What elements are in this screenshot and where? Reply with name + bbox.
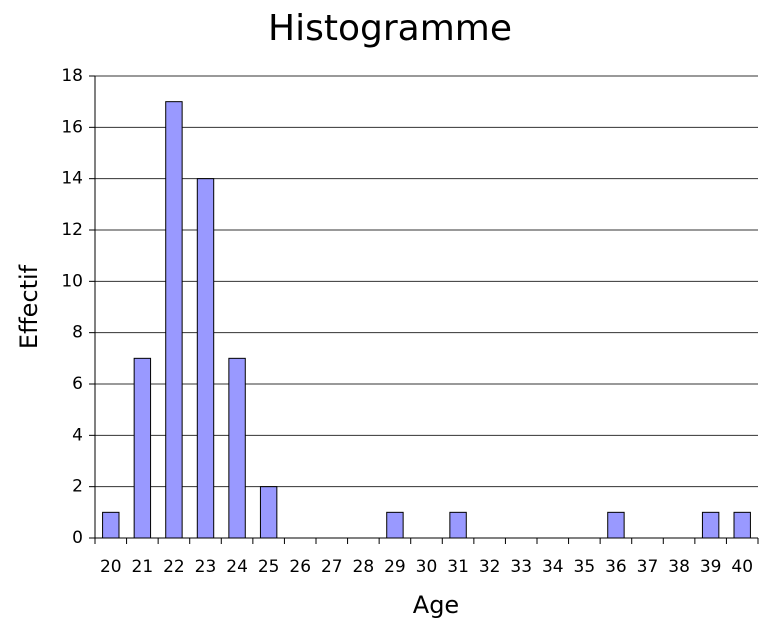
bar [701,511,720,539]
x-tick-label: 20 [100,557,122,577]
y-tick-label: 12 [61,220,83,240]
y-tick-label: 14 [61,169,83,189]
y-tick-label: 8 [72,323,83,343]
y-tick-label: 4 [72,425,83,445]
x-tick-label: 34 [542,557,564,577]
y-tick-label: 10 [61,271,83,291]
x-tick-label: 27 [321,557,343,577]
bar [607,511,625,539]
bar [259,486,278,539]
x-tick-label: 37 [637,557,659,577]
x-tick-label: 32 [479,557,501,577]
x-tick-label: 40 [731,557,753,577]
y-tick-label: 0 [72,528,83,548]
x-tick-label: 38 [668,557,690,577]
bar [449,511,467,539]
bar [133,357,152,539]
x-tick-label: 25 [258,557,280,577]
bar [196,178,215,539]
bar [733,511,751,539]
x-tick-label: 28 [353,557,375,577]
x-tick-label: 22 [163,557,185,577]
x-tick-label: 31 [447,557,469,577]
x-tick-label: 39 [700,557,722,577]
bar [165,101,183,539]
y-axis-title: Effectif [15,264,43,349]
x-tick-label: 21 [132,557,154,577]
chart-title: Histogramme [268,8,512,49]
x-tick-label: 35 [574,557,596,577]
x-tick-label: 24 [226,557,248,577]
y-tick-label: 16 [61,117,83,137]
x-tick-label: 33 [510,557,532,577]
y-tick-label: 2 [72,477,83,497]
x-tick-label: 30 [416,557,438,577]
x-tick-label: 23 [195,557,217,577]
x-axis-title: Age [413,591,459,619]
x-tick-label: 29 [384,557,406,577]
bar [386,511,404,539]
bar [102,511,120,539]
x-tick-label: 26 [289,557,311,577]
bar [228,357,246,539]
x-tick-label: 36 [605,557,627,577]
y-tick-label: 18 [61,66,83,86]
y-tick-label: 6 [72,374,83,394]
